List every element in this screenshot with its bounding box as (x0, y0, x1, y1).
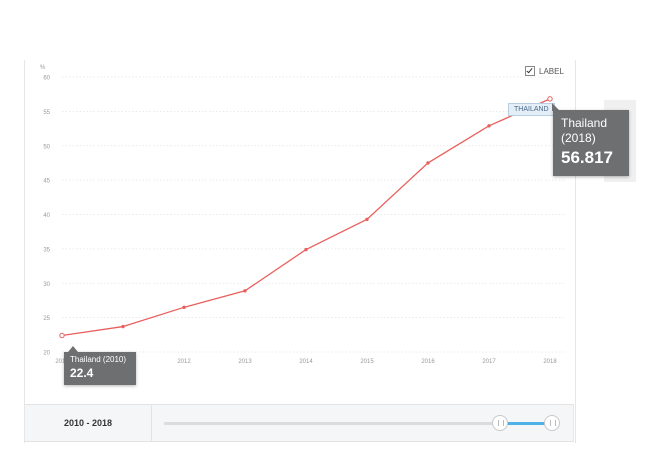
label-toggle-text: LABEL (539, 66, 564, 76)
y-tick-label-20: 20 (43, 351, 50, 357)
data-point-2013 (243, 289, 247, 293)
x-tick-label-2014: 2014 (299, 359, 313, 365)
y-tick-label-55: 55 (43, 110, 50, 116)
tooltip-2018: Thailand (2018) 56.817 (552, 103, 629, 176)
tooltip-2010-name: Thailand (2010) (70, 355, 127, 364)
x-tick-label-2010: 2010 (55, 359, 69, 365)
range-label: 2010 - 2018 (25, 405, 152, 441)
y-tick-label-60: 60 (43, 76, 50, 82)
y-tick-label-25: 25 (43, 316, 50, 322)
checkbox-icon[interactable] (525, 66, 535, 76)
data-point-2012 (182, 305, 186, 310)
y-tick-label-35: 35 (43, 247, 50, 253)
data-point-2016 (426, 161, 430, 165)
range-end-handle[interactable] (544, 415, 560, 431)
x-tick-label-2015: 2015 (360, 359, 374, 365)
x-tick-label-2016: 2016 (421, 359, 435, 365)
range-start-handle[interactable] (492, 415, 508, 431)
label-toggle[interactable]: LABEL (525, 66, 564, 76)
range-slider-track[interactable] (164, 422, 558, 425)
data-point-2014 (304, 247, 308, 252)
data-point-2011 (121, 324, 125, 329)
range-footer: 2010 - 2018 (24, 404, 574, 442)
tooltip-2018-name: Thailand (561, 116, 608, 130)
y-tick-label-40: 40 (43, 213, 50, 219)
tooltip-2018-value: 56.817 (561, 148, 613, 167)
x-tick-label-2017: 2017 (482, 359, 496, 365)
x-tick-label-2013: 2013 (238, 359, 252, 365)
y-tick-label-50: 50 (43, 144, 50, 150)
y-tick-label-30: 30 (43, 282, 50, 288)
y-tick-label-45: 45 (43, 179, 50, 185)
data-point-2017 (487, 124, 491, 128)
tooltip-2010-value: 22.4 (70, 366, 94, 380)
series-line-thailand (61, 98, 551, 337)
series-label-tag: THAILAND (508, 103, 555, 116)
x-tick-label-2012: 2012 (177, 359, 191, 365)
x-tick-label-2018: 2018 (543, 359, 557, 365)
data-point-2010 (59, 332, 65, 339)
data-point-2015 (365, 217, 369, 222)
y-axis-label: % (40, 65, 46, 71)
range-slider-selection (500, 422, 551, 425)
data-point-2018 (547, 96, 553, 102)
tooltip-2018-year: (2018) (561, 131, 596, 145)
tooltip-2010: Thailand (2010) 22.4 (64, 346, 136, 385)
